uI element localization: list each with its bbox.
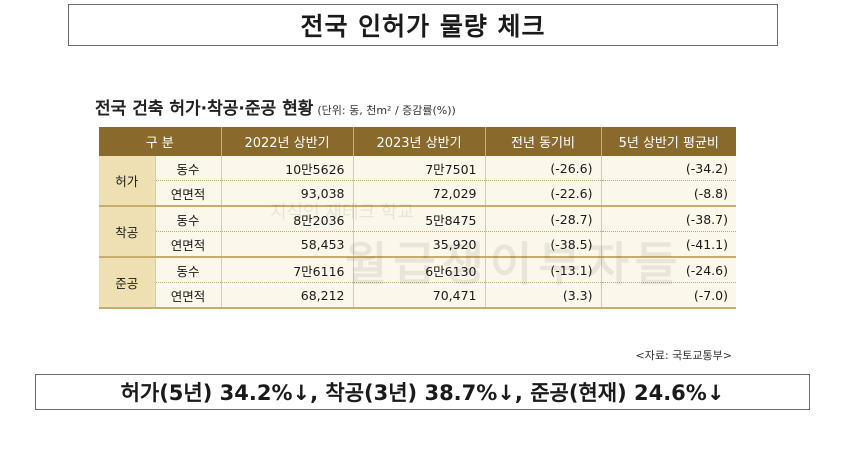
metric-label: 연면적 <box>155 231 222 258</box>
cell-yoy: (-28.7) <box>485 206 602 232</box>
cell-2022: 58,453 <box>221 231 354 258</box>
summary-text: 허가(5년) 34.2%↓, 착공(3년) 38.7%↓, 준공(현재) 24.… <box>35 374 810 410</box>
group-permit: 허가 <box>99 156 156 207</box>
group-start: 착공 <box>99 206 156 258</box>
metric-label: 동수 <box>155 257 222 283</box>
table-row: 착공 동수 8만2036 5만8475 (-28.7) (-38.7) <box>99 206 736 258</box>
metric-label: 동수 <box>155 206 222 232</box>
cell-yoy: (-22.6) <box>485 180 602 207</box>
metric-label: 동수 <box>155 156 222 181</box>
source-note: <자료: 국토교통부> <box>635 349 732 362</box>
table-row: 연면적 93,038 72,029 (-22.6) (-8.8) <box>99 180 736 207</box>
header-yoy: 전년 동기비 <box>485 127 602 156</box>
table-header-row: 구 분 2022년 상반기 2023년 상반기 전년 동기비 5년 상반기 평균… <box>99 127 736 156</box>
table-row: 연면적 68,212 70,471 (3.3) (-7.0) <box>99 282 736 309</box>
cell-yoy: (-13.1) <box>485 257 602 283</box>
cell-5yr-avg: (-38.7) <box>601 206 736 232</box>
cell-2023: 35,920 <box>353 231 486 258</box>
page-title: 전국 인허가 물량 체크 <box>68 4 778 46</box>
unit-note: (단위: 동, 천m² / 증감률(%)) <box>317 104 456 117</box>
cell-yoy: (3.3) <box>485 282 602 309</box>
metric-label: 연면적 <box>155 180 222 207</box>
cell-2023: 6만6130 <box>353 257 486 283</box>
cell-2023: 5만8475 <box>353 206 486 232</box>
cell-5yr-avg: (-41.1) <box>601 231 736 258</box>
cell-2022: 93,038 <box>221 180 354 207</box>
header-5yr-avg: 5년 상반기 평균비 <box>601 127 736 156</box>
cell-2023: 7만7501 <box>353 156 486 181</box>
cell-5yr-avg: (-24.6) <box>601 257 736 283</box>
cell-2022: 68,212 <box>221 282 354 309</box>
header-2022: 2022년 상반기 <box>221 127 354 156</box>
cell-yoy: (-26.6) <box>485 156 602 181</box>
table-row: 준공 동수 7만6116 6만6130 (-13.1) (-24.6) <box>99 257 736 309</box>
cell-2022: 10만5626 <box>221 156 354 181</box>
cell-2023: 72,029 <box>353 180 486 207</box>
cell-5yr-avg: (-8.8) <box>601 180 736 207</box>
permit-table: 구 분 2022년 상반기 2023년 상반기 전년 동기비 5년 상반기 평균… <box>99 127 736 309</box>
table-row: 허가 동수 10만5626 7만7501 (-26.6) (-34.2) <box>99 156 736 207</box>
table-title: 전국 건축 허가·착공·준공 현황 (단위: 동, 천m² / 증감률(%)) <box>95 94 456 119</box>
cell-2022: 8만2036 <box>221 206 354 232</box>
cell-5yr-avg: (-7.0) <box>601 282 736 309</box>
header-2023: 2023년 상반기 <box>353 127 486 156</box>
header-category: 구 분 <box>99 127 222 156</box>
group-completion: 준공 <box>99 257 156 309</box>
cell-2023: 70,471 <box>353 282 486 309</box>
cell-2022: 7만6116 <box>221 257 354 283</box>
metric-label: 연면적 <box>155 282 222 309</box>
table-row: 연면적 58,453 35,920 (-38.5) (-41.1) <box>99 231 736 258</box>
table-card: 전국 건축 허가·착공·준공 현황 (단위: 동, 천m² / 증감률(%)) 구… <box>85 80 750 370</box>
table-title-text: 전국 건축 허가·착공·준공 현황 <box>95 99 314 119</box>
cell-5yr-avg: (-34.2) <box>601 156 736 181</box>
cell-yoy: (-38.5) <box>485 231 602 258</box>
